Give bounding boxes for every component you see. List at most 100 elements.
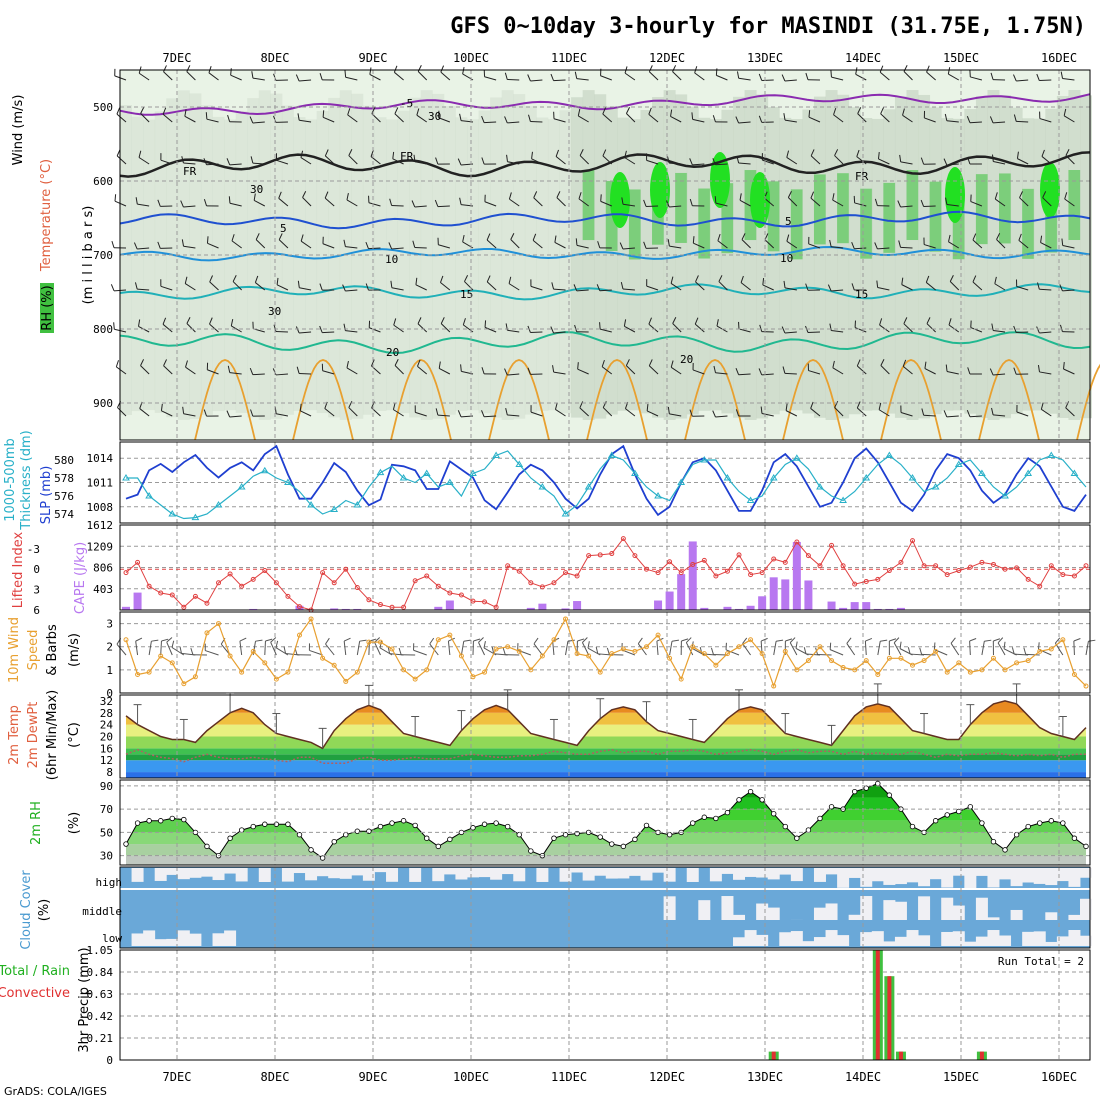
- wind-barb-flag: [648, 317, 652, 325]
- wind-barb-flag: [278, 233, 283, 240]
- wind-barb-flag: [997, 637, 1004, 644]
- rh-shade-moist: [790, 189, 803, 260]
- cloud-clear-high: [305, 868, 318, 881]
- wind-barb-flag: [1036, 326, 1040, 334]
- wind-barb: [486, 239, 497, 249]
- wind-barb-flag: [551, 282, 555, 290]
- slp-tick-label: 1014: [87, 452, 114, 465]
- cloud-clear-high: [409, 868, 422, 882]
- wind-tick-label: 0: [106, 687, 113, 700]
- wind-barb: [1065, 407, 1075, 417]
- rh-shade-moist: [1068, 170, 1081, 241]
- wind-barb-flag: [184, 109, 187, 117]
- li-marker: [239, 583, 245, 589]
- li-marker: [933, 563, 939, 569]
- pressure-tick-label: 500: [93, 101, 113, 114]
- wind-barb: [624, 72, 636, 81]
- wind-barb-flag: [208, 66, 212, 73]
- wind-speed-marker: [805, 658, 811, 664]
- thickness-tick-label: 574: [54, 508, 74, 521]
- wind-speed-marker: [1048, 646, 1054, 652]
- wind-speed-marker: [516, 648, 522, 654]
- li-marker: [967, 564, 973, 570]
- wind-speed-marker: [250, 648, 256, 654]
- wind-barb: [622, 288, 635, 291]
- wind-barb-flag: [227, 365, 231, 373]
- cloud-clear-high: [1080, 868, 1092, 878]
- wind-barb: [183, 245, 196, 249]
- wind-barb-flag: [1054, 637, 1061, 644]
- wind-barb: [717, 240, 728, 249]
- wind-barb: [669, 641, 673, 656]
- thickness-marker: [584, 483, 593, 490]
- li-marker: [181, 604, 187, 610]
- wind-barb-flag: [162, 317, 167, 325]
- contour-label: FR: [855, 170, 869, 183]
- wind-speed-marker: [759, 651, 765, 657]
- wind-barb: [229, 202, 242, 207]
- wind-barb: [345, 289, 358, 292]
- wind-barb: [761, 413, 774, 417]
- wind-barb-flag: [695, 275, 699, 283]
- wind-barb: [264, 640, 266, 656]
- cloud-clear-high: [617, 868, 630, 879]
- cloud-clear-low: [154, 939, 167, 946]
- wind-barb-flag: [573, 284, 578, 292]
- wind-barb-flag: [926, 317, 931, 324]
- precip-convective-legend: Convective: [0, 986, 70, 1001]
- cape-bar: [341, 608, 350, 610]
- rh2m-unit-label: (%): [67, 812, 82, 835]
- wind-barb-flag: [481, 115, 485, 123]
- wind-barb: [622, 203, 635, 207]
- wind-barb-flag: [459, 197, 462, 205]
- wind-barb: [829, 649, 844, 656]
- wind-barb: [626, 113, 636, 123]
- wind-barb: [834, 155, 844, 165]
- top-date-label: 15DEC: [943, 51, 979, 65]
- wind-barb-flag: [300, 234, 304, 242]
- wind-barb: [533, 643, 543, 656]
- temp-tick-label: 20: [100, 731, 113, 744]
- rh-shade-column: [120, 105, 132, 415]
- wind-barb: [1017, 158, 1029, 165]
- wind-barb: [602, 407, 613, 417]
- cloud-clear-high: [883, 868, 896, 885]
- bottom-date-label: 13DEC: [747, 1070, 783, 1084]
- wind-barb: [322, 370, 335, 375]
- rh-shade-column: [524, 106, 537, 415]
- wind-speed-marker: [840, 665, 846, 671]
- cloud-clear-low: [999, 935, 1012, 946]
- rh-marker: [551, 835, 557, 841]
- wind-barb: [600, 328, 612, 333]
- wind-barb-flag: [283, 646, 287, 654]
- rh-marker: [1025, 823, 1031, 830]
- wind-barb-flag: [275, 640, 279, 648]
- rh-shade-column: [166, 98, 179, 418]
- precip-tick-label: 0.21: [87, 1032, 114, 1045]
- wind-barb-flag: [851, 242, 855, 249]
- wind-barb: [784, 119, 797, 123]
- wind-barb-flag: [1059, 284, 1063, 292]
- wind-barb: [552, 641, 555, 656]
- wind-barb: [270, 642, 277, 656]
- wind-barb-flag: [110, 284, 115, 292]
- li-marker: [539, 584, 545, 590]
- cloud-clear-low: [813, 937, 826, 946]
- cape-bar: [769, 577, 778, 610]
- wind-barb-flag: [448, 637, 456, 642]
- rh-shade-column: [1056, 96, 1069, 418]
- wind-barb: [183, 205, 196, 208]
- rh-marker: [562, 832, 569, 838]
- wind-barb: [1073, 640, 1075, 656]
- rh-marker: [447, 836, 453, 843]
- cloud-clear-high: [536, 868, 549, 882]
- wind-barb-flag: [713, 365, 716, 373]
- wind-barb-flag: [1003, 641, 1006, 649]
- wind-speed-marker: [435, 637, 441, 643]
- wind-barb-flag: [832, 360, 835, 368]
- wind-barb-flag: [440, 317, 445, 324]
- cloud-clear-low: [883, 941, 896, 946]
- wind-barb: [715, 415, 728, 418]
- cloud-clear-high: [686, 868, 699, 882]
- wind-barb-flag: [902, 108, 905, 116]
